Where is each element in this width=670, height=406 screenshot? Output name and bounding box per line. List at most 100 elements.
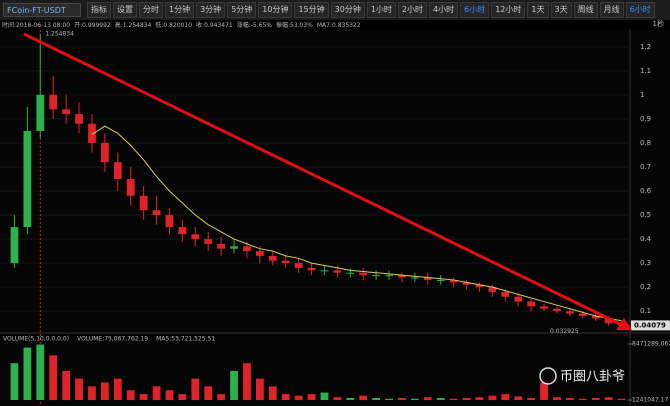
interval-button[interactable]: 30分钟: [330, 2, 365, 18]
candle-body: [540, 306, 548, 309]
interval-button[interactable]: 3天: [550, 2, 572, 18]
candle-body: [398, 275, 406, 278]
volume-bar: [617, 398, 626, 400]
interval-button[interactable]: 分时: [139, 2, 163, 18]
interval-button[interactable]: 5分钟: [227, 2, 257, 18]
volume-bar: [62, 370, 70, 400]
interval-button[interactable]: 6小时: [460, 2, 490, 18]
candle-body: [436, 279, 445, 281]
info-item: 时间:2018-06-13 08:00: [2, 22, 71, 29]
tool-button[interactable]: 指标: [87, 2, 111, 18]
y-tick-label: 0.4: [640, 235, 652, 243]
interval-button[interactable]: 4小时: [429, 2, 459, 18]
refresh[interactable]: 1秒: [653, 19, 664, 28]
candle-body: [320, 270, 329, 272]
volume-bar: [152, 386, 161, 400]
candle-body: [462, 282, 471, 285]
volume-bar: [113, 378, 122, 400]
candle-body: [566, 311, 574, 314]
volume-bar: [165, 390, 174, 400]
candle-body: [204, 239, 213, 244]
volume-bar: [333, 397, 342, 400]
candle-body: [346, 272, 355, 274]
candle-body: [268, 255, 277, 261]
arrow-head: [616, 318, 632, 330]
volume-bar: [591, 397, 600, 400]
volume-bar: [488, 395, 497, 400]
interval-button[interactable]: 10分钟: [258, 2, 293, 18]
y-tick-label: 0.9: [640, 115, 651, 123]
volume-bar: [204, 386, 213, 400]
candle-body: [294, 263, 303, 268]
candle-body: [501, 291, 510, 297]
candle-body: [591, 315, 600, 319]
volume-bar: [36, 344, 45, 400]
candle-body: [514, 296, 523, 302]
volume-tick-label: 1241047.17: [632, 397, 668, 404]
y-tick-label: 0.6: [640, 187, 652, 195]
candle-body: [36, 94, 45, 131]
candle-body: [385, 275, 393, 277]
candle-body: [527, 301, 535, 307]
watermark-icon: [539, 367, 557, 385]
interval-button[interactable]: 15分钟: [294, 2, 329, 18]
interval-button[interactable]: 月线: [599, 2, 624, 18]
volume-tick-label: 8471289.067: [632, 341, 670, 348]
candle-body: [165, 215, 174, 228]
toolbar: FCoin-FT-USDT 指标 设置 分时 1分钟 3分钟 5分钟 10分钟 15分钟 30分…: [0, 0, 670, 20]
interval-button[interactable]: 周线: [573, 2, 598, 18]
volume-bar: [243, 363, 251, 400]
candle-body: [553, 308, 561, 312]
volume-bar: [307, 394, 316, 400]
candle-body: [475, 284, 484, 288]
interval-button[interactable]: 3分钟: [196, 2, 226, 18]
candle-body: [423, 277, 432, 280]
volume-bar: [411, 398, 419, 400]
candle-body: [49, 94, 58, 110]
y-tick-label: 0.5: [640, 211, 651, 219]
interval-dropdown[interactable]: 6小时: [625, 2, 655, 18]
candle-body: [88, 123, 96, 143]
interval-button[interactable]: 2小时: [397, 2, 428, 18]
y-tick-label: 0.2: [640, 283, 651, 291]
info-item: 低:0.820010: [155, 22, 193, 29]
volume-bar: [217, 394, 225, 400]
y-tick-label: 1: [640, 91, 644, 99]
info-row: 时间:2018-06-13 08:00 开:0.999992 高:1.254834 低…: [2, 20, 365, 29]
volume-bar: [514, 396, 523, 400]
volume-bar: [230, 370, 238, 400]
info-item: 高:1.254834: [114, 22, 152, 29]
volume-bar: [372, 397, 380, 400]
interval-button[interactable]: 12小时: [491, 2, 526, 18]
y-tick-label: 1.1: [640, 67, 651, 75]
info-item: 振幅:53.03%: [275, 22, 313, 29]
volume-bar: [49, 355, 58, 400]
symbol-select[interactable]: FCoin-FT-USDT: [3, 3, 81, 17]
candle-body: [578, 313, 587, 316]
candle-body: [126, 179, 135, 196]
y-tick-label: 0.3: [640, 259, 651, 267]
interval-button[interactable]: 1天: [527, 2, 549, 18]
interval-button[interactable]: 1分钟: [165, 2, 195, 18]
candle-body: [62, 109, 70, 115]
volume-bar: [578, 398, 587, 400]
volume-bar: [398, 397, 406, 400]
watermark-text: 币圈八卦爷: [560, 370, 625, 385]
candle-body: [243, 246, 251, 252]
candle-body: [230, 246, 238, 249]
candle-body: [281, 260, 290, 264]
interval-button[interactable]: 1小时: [366, 2, 396, 18]
info-item: MA7:0.835322: [316, 22, 361, 29]
low-annotation: 0.032925: [550, 328, 579, 335]
info-item: 开:0.999992: [74, 22, 111, 29]
y-tick-label: 0.7: [640, 163, 651, 171]
volume-bar: [527, 397, 535, 400]
tool-button[interactable]: 设置: [113, 2, 137, 18]
volume-bar: [423, 397, 432, 400]
volume-bar: [604, 397, 613, 400]
candle-body: [359, 272, 368, 276]
volume-bar: [501, 394, 510, 400]
volume-bar: [75, 378, 83, 400]
volume-bar: [436, 397, 445, 400]
